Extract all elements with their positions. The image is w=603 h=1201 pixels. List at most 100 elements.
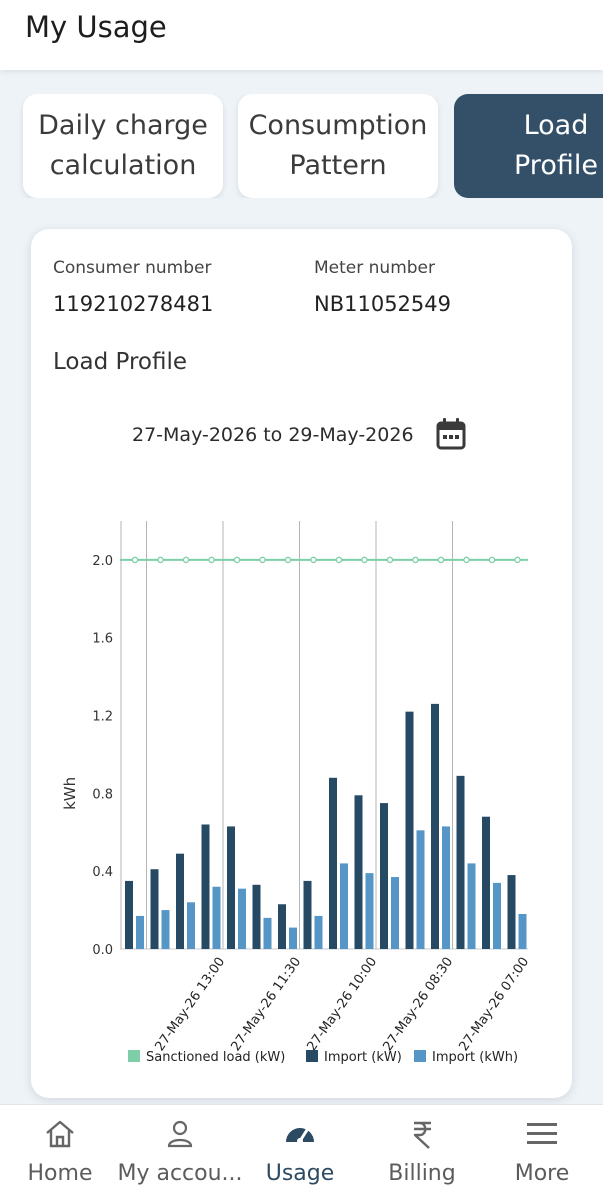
consumer-number-label: Consumer number	[53, 258, 212, 278]
bar-import-kw[interactable]	[125, 880, 133, 949]
sanctioned-load-point[interactable]	[361, 556, 368, 564]
nav-label: My accou...	[117, 1161, 243, 1186]
menu-icon	[527, 1123, 557, 1144]
bar-import-kwh[interactable]	[493, 882, 501, 949]
sanctioned-load-point[interactable]	[463, 556, 470, 564]
load-profile-card: Consumer number 119210278481 Meter numbe…	[31, 229, 572, 1098]
bar-import-kwh[interactable]	[442, 826, 450, 949]
bar-import-kw[interactable]	[329, 777, 337, 949]
gauge-icon	[286, 1128, 314, 1144]
legend-swatch	[128, 1050, 140, 1062]
sanctioned-load-point[interactable]	[284, 556, 292, 564]
bar-import-kwh[interactable]	[416, 830, 425, 949]
tab-label-line1: Load	[523, 110, 589, 141]
bar-import-kw[interactable]	[201, 824, 210, 949]
y-tick-label: 1.6	[92, 632, 113, 647]
y-tick-label: 0.4	[92, 865, 113, 880]
x-tick-label: 27-May-26 10:00	[304, 955, 380, 1054]
legend-swatch	[306, 1050, 318, 1062]
bar-import-kwh[interactable]	[365, 873, 374, 949]
nav-my-account[interactable]: My accou...	[115, 1105, 245, 1201]
bar-import-kwh[interactable]	[238, 888, 246, 949]
sanctioned-load-point[interactable]	[310, 556, 317, 564]
tab-label-line2: calculation	[49, 150, 197, 181]
bar-import-kw[interactable]	[405, 711, 414, 949]
bar-import-kwh[interactable]	[187, 902, 195, 949]
tab-label-line2: Pattern	[289, 150, 387, 181]
rupee-icon	[413, 1121, 431, 1149]
nav-more[interactable]: More	[492, 1105, 592, 1201]
tab-label-line2: Profile	[514, 150, 598, 181]
y-tick-label: 1.2	[92, 710, 113, 725]
legend-label[interactable]: Import (kWh)	[432, 1050, 518, 1065]
section-title: Load Profile	[53, 349, 188, 375]
bar-import-kw[interactable]	[380, 803, 388, 949]
meter-number-label: Meter number	[314, 258, 435, 278]
nav-label: Billing	[388, 1161, 456, 1186]
date-range[interactable]: 27-May-2026 to 29-May-2026	[132, 424, 414, 446]
bar-import-kwh[interactable]	[212, 886, 221, 949]
tab-label-line1: Daily charge	[38, 110, 208, 141]
x-tick-label: 27-May-26 08:30	[380, 955, 456, 1054]
home-icon	[46, 1120, 74, 1148]
bar-import-kwh[interactable]	[518, 913, 527, 949]
bar-import-kwh[interactable]	[467, 863, 476, 949]
x-tick-label: 27-May-26 13:00	[152, 955, 228, 1054]
app-header: My Usage	[0, 0, 603, 70]
sanctioned-load-point[interactable]	[208, 556, 215, 564]
sanctioned-load-point[interactable]	[412, 556, 419, 564]
nav-billing[interactable]: Billing	[372, 1105, 472, 1201]
calendar-icon[interactable]	[435, 417, 467, 451]
bar-import-kw[interactable]	[303, 880, 312, 949]
bar-import-kw[interactable]	[252, 884, 261, 949]
nav-label: Home	[27, 1161, 93, 1186]
nav-usage[interactable]: Usage	[250, 1105, 350, 1201]
sanctioned-load-point[interactable]	[233, 556, 241, 564]
nav-home[interactable]: Home	[10, 1105, 110, 1201]
tab-load-profile[interactable]: Load Profile	[454, 94, 603, 198]
user-icon	[167, 1120, 193, 1148]
sanctioned-load-point[interactable]	[488, 556, 496, 564]
bar-import-kwh[interactable]	[263, 917, 272, 949]
sanctioned-load-point[interactable]	[335, 556, 343, 564]
sanctioned-load-point[interactable]	[259, 556, 266, 564]
y-tick-label: 2.0	[92, 554, 113, 569]
bar-import-kw[interactable]	[482, 816, 490, 949]
sanctioned-load-point[interactable]	[386, 556, 394, 564]
tab-label-line1: Consumption	[248, 110, 428, 141]
legend-swatch	[414, 1050, 426, 1062]
bar-import-kwh[interactable]	[289, 927, 297, 949]
y-tick-label: 0.8	[92, 787, 113, 802]
legend-label[interactable]: Import (kW)	[324, 1050, 402, 1065]
tab-bar: Daily charge calculation Consumption Pat…	[0, 94, 603, 198]
bar-import-kwh[interactable]	[136, 915, 144, 949]
legend-label[interactable]: Sanctioned load (kW)	[146, 1050, 285, 1065]
bar-import-kw[interactable]	[150, 869, 159, 949]
bar-import-kwh[interactable]	[391, 877, 399, 949]
nav-label: More	[514, 1161, 570, 1186]
sanctioned-load-point[interactable]	[514, 556, 521, 564]
nav-label: Usage	[265, 1161, 335, 1186]
bar-import-kw[interactable]	[431, 703, 439, 949]
tab-daily-charge-calculation[interactable]: Daily charge calculation	[23, 94, 223, 198]
sanctioned-load-point[interactable]	[182, 556, 190, 564]
tab-consumption-pattern[interactable]: Consumption Pattern	[238, 94, 438, 198]
sanctioned-load-point[interactable]	[131, 556, 139, 564]
bottom-navigation: Home My accou... Usage Billing More	[0, 1104, 603, 1201]
sanctioned-load-point[interactable]	[437, 556, 445, 564]
bar-import-kw[interactable]	[227, 826, 235, 949]
sanctioned-load-point[interactable]	[157, 556, 164, 564]
consumer-number-value: 119210278481	[53, 292, 214, 316]
bar-import-kw[interactable]	[354, 795, 363, 949]
bar-import-kw[interactable]	[278, 904, 286, 949]
bar-import-kw[interactable]	[176, 853, 184, 949]
y-axis-label: kWh	[61, 777, 79, 810]
bar-import-kwh[interactable]	[161, 910, 170, 949]
x-tick-label: 27-May-26 11:30	[228, 955, 304, 1054]
x-tick-label: 27-May-26 07:00	[456, 955, 532, 1054]
bar-import-kwh[interactable]	[340, 863, 348, 949]
bar-import-kwh[interactable]	[314, 915, 323, 949]
bar-import-kw[interactable]	[507, 875, 516, 949]
bar-import-kw[interactable]	[456, 775, 465, 949]
